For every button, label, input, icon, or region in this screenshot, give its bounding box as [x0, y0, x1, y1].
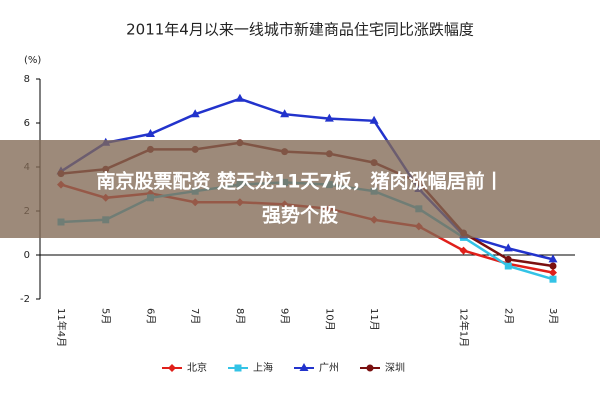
marker [324, 113, 334, 122]
y-axis-label: (%) [24, 55, 41, 66]
x-tick-label: 10月 [323, 308, 335, 331]
marker [234, 364, 242, 372]
marker [190, 109, 200, 118]
banner-text: 强势个股 [262, 204, 338, 227]
banner-text: 南京股票配资 楚天龙11天7板，猪肉涨幅居前丨 [96, 170, 503, 193]
marker [366, 364, 374, 372]
marker [459, 246, 468, 255]
x-tick-label: 11年4月 [55, 308, 68, 347]
marker [504, 255, 512, 263]
x-tick-label: 6月 [144, 308, 156, 324]
y-tick-label: 6 [24, 118, 30, 129]
x-tick-label: 8月 [234, 308, 246, 324]
legend-label: 上海 [253, 361, 273, 374]
x-tick-label: 9月 [279, 308, 291, 324]
x-tick-label: 2月 [502, 308, 514, 324]
chart-title: 2011年4月以来一线城市新建商品住宅同比涨跌幅度 [126, 21, 474, 39]
marker [548, 254, 558, 263]
banner [0, 140, 600, 238]
marker [299, 363, 309, 371]
x-tick-label: 3月 [547, 308, 559, 324]
x-tick-label: 7月 [189, 308, 201, 324]
y-tick-label: 0 [24, 250, 30, 261]
legend-label: 深圳 [385, 362, 405, 374]
marker [369, 115, 379, 124]
marker [549, 268, 557, 277]
legend-label: 广州 [319, 362, 339, 374]
marker [504, 262, 512, 270]
legend-label: 北京 [187, 361, 207, 374]
marker [145, 129, 155, 137]
marker [549, 275, 557, 283]
x-tick-label: 5月 [100, 308, 112, 324]
y-tick-label: 8 [24, 74, 30, 85]
y-tick-label: -2 [20, 294, 30, 305]
marker [280, 109, 290, 118]
x-tick-label: 11月 [368, 308, 380, 331]
marker [549, 262, 557, 270]
x-tick-label: 12年1月 [458, 308, 471, 347]
marker [235, 93, 245, 102]
marker [503, 243, 513, 252]
marker [168, 364, 176, 372]
